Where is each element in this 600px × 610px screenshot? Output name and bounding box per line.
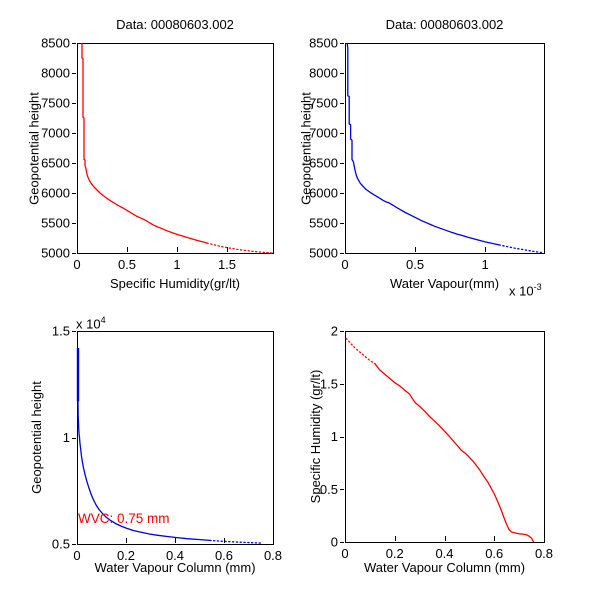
x-tick-label: 0 bbox=[341, 546, 348, 561]
x-tick-label: 0.4 bbox=[435, 546, 453, 561]
x-tick-label: 0.5 bbox=[118, 257, 136, 272]
exponent-base: x 10 bbox=[509, 283, 534, 299]
axes-box bbox=[345, 331, 545, 543]
y-tick-label: 5500 bbox=[41, 216, 70, 231]
y-tick-label: 7000 bbox=[41, 126, 70, 141]
y-tick-label: 8000 bbox=[41, 66, 70, 81]
x-tick-label: 0 bbox=[73, 548, 80, 563]
subplot-3-group: 0 0.2 0.4 0.6 0.8 0.5 1 1.5 WVC: 0.75 mm bbox=[52, 324, 282, 564]
x-tick-label: 0.2 bbox=[117, 548, 135, 563]
x-tick-label: 0.5 bbox=[406, 257, 424, 272]
x-tick-label: 0.6 bbox=[485, 546, 503, 561]
subplot2-xlabel: Water Vapour(mm) bbox=[389, 276, 500, 291]
water-vapour-profile-line bbox=[498, 244, 545, 254]
y-tick-label: 5500 bbox=[309, 216, 338, 231]
x-tick-label: 0.8 bbox=[535, 546, 553, 561]
y-tick-label: 8000 bbox=[309, 66, 338, 81]
specific-humidity-profile-line bbox=[81, 43, 208, 244]
y-tick-label: 6500 bbox=[309, 156, 338, 171]
subplot4-ylabel: Specific Humidity (gr/lt) bbox=[308, 369, 323, 504]
subplot2-ylabel: Geopotential height bbox=[298, 92, 314, 205]
y-tick-label: 1 bbox=[63, 430, 70, 445]
subplot2-x-exponent: x 10-3 bbox=[509, 280, 542, 298]
x-tick-label: 0 bbox=[341, 257, 348, 272]
exponent-sup: -3 bbox=[533, 282, 542, 292]
subplot4-xlabel: Water Vapour Column (mm) bbox=[363, 560, 526, 575]
x-tick-label: 0.4 bbox=[166, 548, 184, 563]
specific-humidity-profile-line bbox=[206, 242, 273, 254]
y-tick-label: 1.5 bbox=[52, 324, 70, 339]
axes-box bbox=[345, 43, 545, 254]
y-tick-label: 6000 bbox=[309, 186, 338, 201]
y-tick-label: 0.5 bbox=[320, 482, 338, 497]
y-tick-label: 1 bbox=[331, 429, 338, 444]
x-tick-label: 0.8 bbox=[264, 548, 282, 563]
y-tick-label: 5000 bbox=[309, 246, 338, 261]
x-tick-label: 1.5 bbox=[218, 257, 236, 272]
x-tick-label: 1 bbox=[173, 257, 180, 272]
specific-humidity-vs-wvc-line bbox=[374, 363, 535, 543]
y-tick-label: 2 bbox=[331, 324, 338, 339]
x-tick-label: 0 bbox=[73, 257, 80, 272]
subplot-2-group: 0 0.5 1 5000 5500 6000 6500 7000 7500 8000 8500 bbox=[309, 36, 545, 272]
subplot1-xlabel: Specific Humidity(gr/lt) bbox=[109, 276, 241, 291]
x-tick-label: 1 bbox=[482, 257, 489, 272]
y-tick-label: 7000 bbox=[309, 126, 338, 141]
subplot3-xlabel: Water Vapour Column (mm) bbox=[94, 560, 256, 575]
x-tick-label: 0.6 bbox=[215, 548, 233, 563]
axes-box bbox=[77, 331, 274, 545]
subplot3-y-exponent: x 104 bbox=[76, 313, 106, 331]
subplot3-ylabel: Geopotential height bbox=[29, 381, 44, 494]
subplot-1-group: 0 0.5 1 1.5 5000 5500 6000 6500 7000 7500 8000 8500 bbox=[41, 36, 274, 272]
y-tick-label: 1.5 bbox=[320, 376, 338, 391]
exponent-sup: 4 bbox=[100, 315, 106, 325]
water-vapour-profile-line bbox=[346, 42, 500, 246]
axes-box bbox=[77, 43, 274, 254]
subplot1-title: Data: 00080603.002 bbox=[116, 17, 234, 32]
y-tick-label: 8500 bbox=[309, 36, 338, 51]
water-vapour-column-profile-line bbox=[77, 348, 210, 542]
x-tick-label: 0.2 bbox=[386, 546, 404, 561]
specific-humidity-vs-wvc-line bbox=[345, 337, 376, 365]
y-tick-label: 6500 bbox=[41, 156, 70, 171]
y-tick-label: 0 bbox=[331, 535, 338, 550]
subplot1-ylabel: Geopotential height bbox=[26, 92, 42, 205]
y-tick-label: 8500 bbox=[41, 36, 70, 51]
subplot2-title: Data: 00080603.002 bbox=[385, 17, 504, 32]
subplot-4-group: 0 0.2 0.4 0.6 0.8 0 0.5 1 1.5 2 bbox=[320, 324, 553, 562]
wvc-annotation: WVC: 0.75 mm bbox=[78, 511, 170, 526]
y-tick-label: 7500 bbox=[41, 96, 70, 111]
y-tick-label: 5000 bbox=[41, 246, 70, 261]
y-tick-label: 0.5 bbox=[52, 537, 70, 552]
water-vapour-column-profile-line bbox=[209, 539, 262, 544]
y-tick-label: 6000 bbox=[41, 186, 70, 201]
exponent-base: x 10 bbox=[76, 316, 101, 332]
y-tick-label: 7500 bbox=[309, 96, 338, 111]
